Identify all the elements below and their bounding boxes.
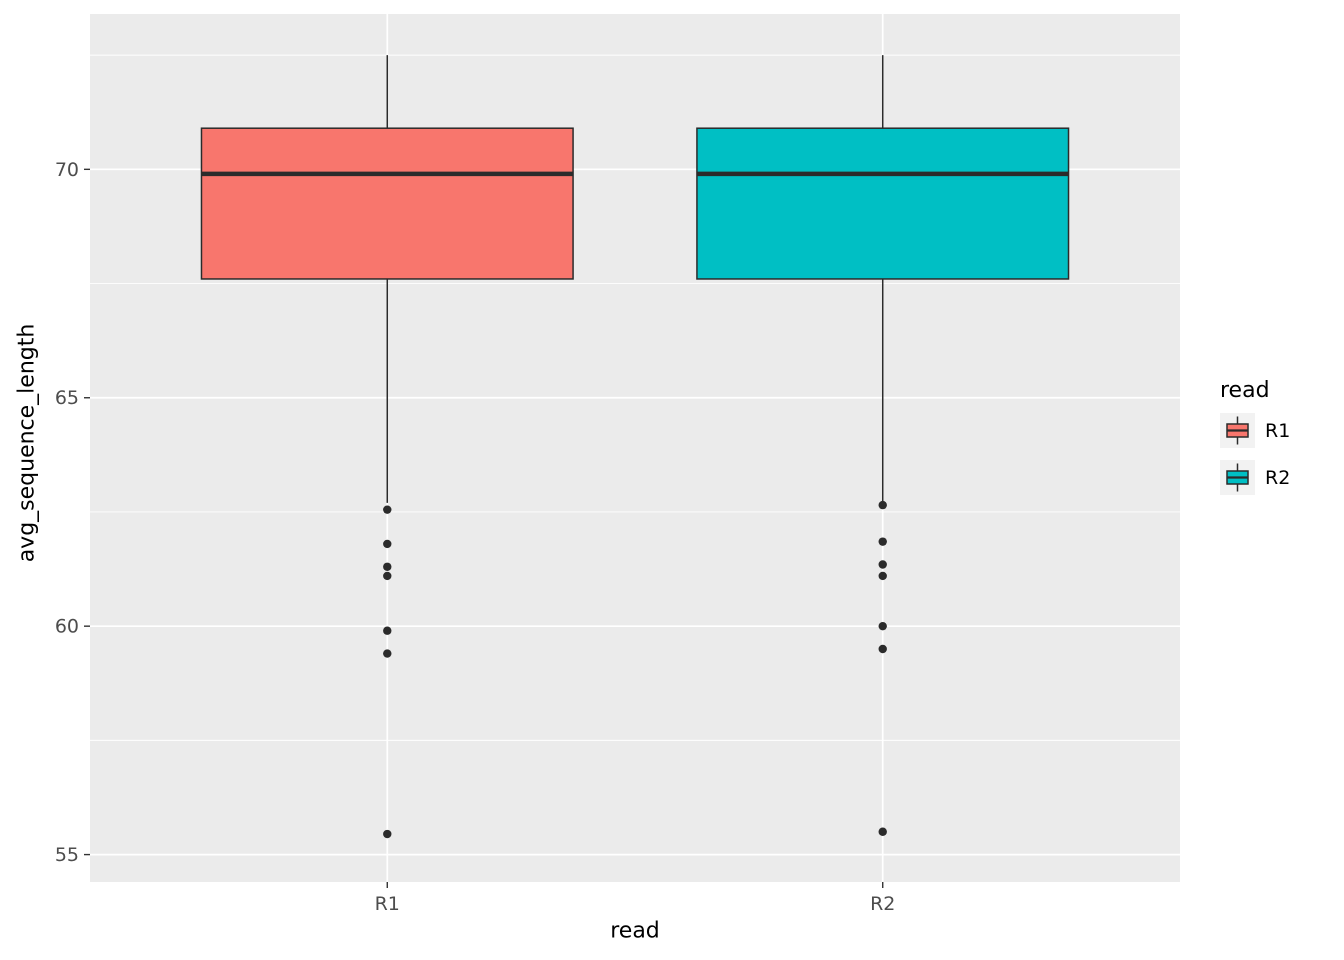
legend-entry-r1: R1	[1220, 413, 1290, 448]
outlier-point	[878, 827, 887, 836]
legend-key-boxplot-icon	[1220, 460, 1255, 495]
outlier-point	[383, 505, 392, 514]
x-tick-label: R1	[375, 893, 400, 915]
y-tick-label: 70	[55, 159, 79, 181]
outlier-point	[383, 562, 392, 571]
legend-entry-label: R2	[1265, 466, 1291, 489]
y-tick-label: 60	[55, 616, 79, 638]
outlier-point	[878, 560, 887, 569]
y-axis-title: avg_sequence_length	[14, 323, 40, 563]
outlier-point	[383, 649, 392, 658]
y-tick-label: 55	[55, 844, 79, 866]
box-r1	[200, 127, 574, 280]
legend-items: R1 R2	[1220, 413, 1290, 495]
legend-key-boxplot-icon	[1220, 413, 1255, 448]
x-axis-title: read	[610, 918, 660, 944]
legend-entry-r2: R2	[1220, 460, 1290, 495]
outlier-point	[383, 539, 392, 549]
outlier-point	[878, 500, 887, 510]
outlier-point	[383, 571, 392, 581]
outlier-point	[878, 621, 887, 631]
box-r2	[696, 127, 1070, 280]
legend: read R1 R2	[1220, 378, 1290, 507]
outlier-point	[383, 829, 392, 839]
legend-entry-label: R1	[1265, 419, 1291, 442]
outlier-point	[878, 537, 887, 546]
x-tick-label: R2	[870, 893, 895, 915]
legend-title: read	[1220, 378, 1270, 403]
y-tick-label: 65	[55, 387, 79, 409]
outlier-point	[878, 644, 887, 654]
outlier-point	[878, 571, 887, 581]
outlier-point	[383, 626, 392, 635]
